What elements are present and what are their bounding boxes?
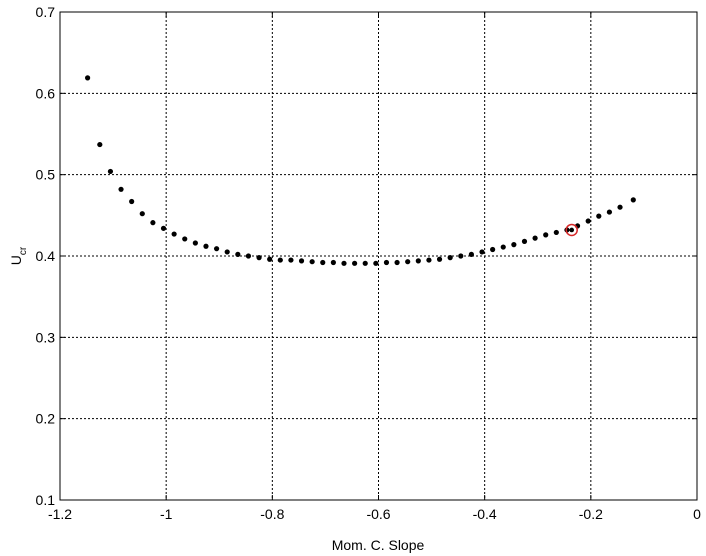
y-tick-label: 0.6 [36, 85, 56, 101]
data-point [585, 218, 591, 224]
data-point [415, 258, 421, 264]
svg-text:Ucr: Ucr [8, 246, 29, 265]
highlight-point [569, 227, 575, 233]
data-point [107, 168, 114, 175]
data-point [468, 251, 474, 257]
x-tick-label: 0 [693, 506, 701, 522]
data-point [436, 256, 443, 262]
data-point [182, 236, 188, 242]
x-tick-label: -0.6 [366, 506, 390, 522]
data-point [224, 249, 230, 255]
data-point [500, 244, 506, 250]
y-tick-label: 0.3 [36, 329, 56, 345]
data-point [203, 243, 209, 249]
data-point [277, 257, 283, 263]
data-points [85, 75, 636, 266]
data-point [139, 211, 145, 217]
data-point [553, 229, 559, 236]
data-point [213, 246, 220, 252]
data-point [521, 238, 528, 244]
data-point [341, 260, 347, 266]
data-point [458, 253, 464, 259]
data-point [245, 253, 252, 259]
data-point [352, 260, 358, 266]
data-point [160, 225, 167, 231]
data-point [235, 251, 241, 257]
data-point [447, 255, 453, 261]
x-tick-label: -0.2 [579, 506, 603, 522]
y-axis-label-subscript: cr [18, 246, 29, 255]
data-point [606, 209, 613, 215]
data-point [532, 235, 538, 241]
x-tick-labels: -1.2 -1 -0.8 -0.6 -0.4 -0.2 0 [48, 506, 701, 522]
data-point [85, 75, 91, 81]
x-axis-label: Mom. C. Slope [332, 537, 425, 553]
highlight-ring [565, 223, 578, 237]
y-tick-label: 0.4 [36, 248, 56, 264]
highlight-marker [565, 223, 578, 237]
plot-frame [59, 11, 698, 501]
data-point [383, 259, 390, 266]
grid-lines [60, 12, 697, 500]
data-point [490, 246, 496, 253]
x-tick-label: -0.4 [473, 506, 497, 522]
y-tick-label: 0.2 [36, 411, 56, 427]
data-point [309, 259, 315, 265]
data-point [373, 260, 379, 266]
y-tick-label: 0.5 [36, 167, 56, 183]
data-point [394, 259, 400, 266]
x-tick-label: -1 [160, 506, 173, 522]
y-axis-label: Ucr [8, 246, 29, 265]
data-point [129, 198, 135, 205]
data-point [192, 240, 198, 246]
data-point [362, 260, 368, 266]
data-point [405, 259, 411, 265]
data-point [330, 259, 336, 266]
data-point [479, 249, 485, 255]
data-point [426, 257, 432, 263]
x-tick-label: -1.2 [48, 506, 72, 522]
data-point [543, 232, 549, 238]
data-point [118, 186, 124, 192]
data-point [298, 258, 305, 264]
y-tick-labels: 0.1 0.2 0.3 0.4 0.5 0.6 0.7 [36, 4, 56, 508]
data-point [97, 141, 103, 148]
y-axis-label-main: U [8, 255, 24, 265]
y-tick-label: 0.7 [36, 4, 56, 20]
data-point [617, 204, 623, 210]
x-tick-label: -0.8 [260, 506, 284, 522]
data-point [171, 231, 177, 237]
data-point [511, 242, 517, 248]
data-point [150, 220, 156, 226]
data-point [256, 255, 262, 261]
data-point [630, 197, 636, 203]
data-point [288, 257, 294, 263]
y-tick-label: 0.1 [36, 492, 56, 508]
data-point [267, 256, 273, 262]
data-point [320, 259, 326, 266]
data-point [596, 213, 602, 219]
